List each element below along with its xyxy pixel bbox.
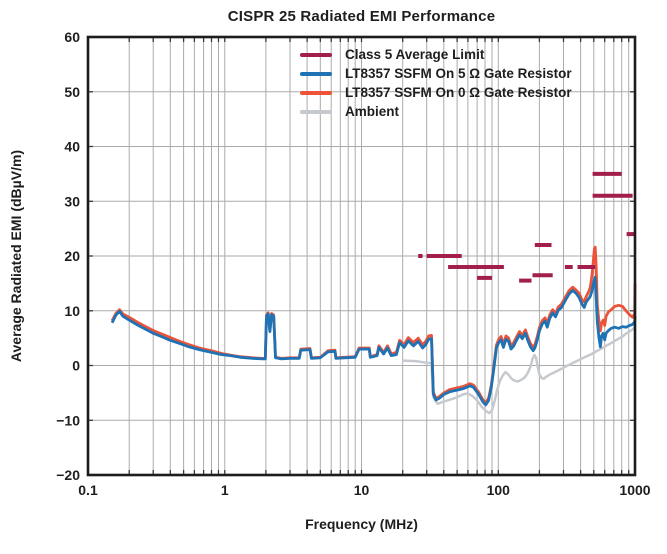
x-axis-title: Frequency (MHz) <box>305 516 418 532</box>
legend-swatch <box>300 71 332 76</box>
chart-title: CISPR 25 Radiated EMI Performance <box>227 8 496 25</box>
legend-swatch <box>300 90 332 95</box>
y-tick-label: −20 <box>56 467 80 483</box>
y-tick-label: 0 <box>72 358 80 374</box>
legend-label: LT8357 SSFM On 5 Ω Gate Resistor <box>345 66 572 81</box>
x-tick-label: 1000 <box>619 482 650 498</box>
legend-label: LT8357 SSFM On 0 Ω Gate Resistor <box>345 85 572 100</box>
legend-swatch <box>300 52 332 57</box>
y-tick-label: 50 <box>64 84 80 100</box>
y-tick-label: 20 <box>64 248 80 264</box>
y-axis-title: Average Radiated EMI (dBµV/m) <box>8 149 24 363</box>
legend-item: LT8357 SSFM On 0 Ω Gate Resistor <box>300 85 572 100</box>
x-tick-label: 0.1 <box>78 482 98 498</box>
x-tick-label: 100 <box>487 482 511 498</box>
legend-item: Ambient <box>300 104 572 119</box>
legend-item: Class 5 Average Limit <box>300 47 572 62</box>
legend-swatch <box>300 109 332 114</box>
y-tick-label: 30 <box>64 193 80 209</box>
y-tick-label: 10 <box>64 303 80 319</box>
x-tick-label: 10 <box>354 482 370 498</box>
legend: Class 5 Average Limit LT8357 SSFM On 5 Ω … <box>300 47 572 119</box>
y-tick-label: 60 <box>64 29 80 45</box>
y-tick-label: 40 <box>64 139 80 155</box>
legend-item: LT8357 SSFM On 5 Ω Gate Resistor <box>300 66 572 81</box>
x-tick-label: 1 <box>221 482 229 498</box>
legend-label: Ambient <box>345 104 399 119</box>
y-tick-label: −10 <box>56 412 80 428</box>
legend-label: Class 5 Average Limit <box>345 47 485 62</box>
